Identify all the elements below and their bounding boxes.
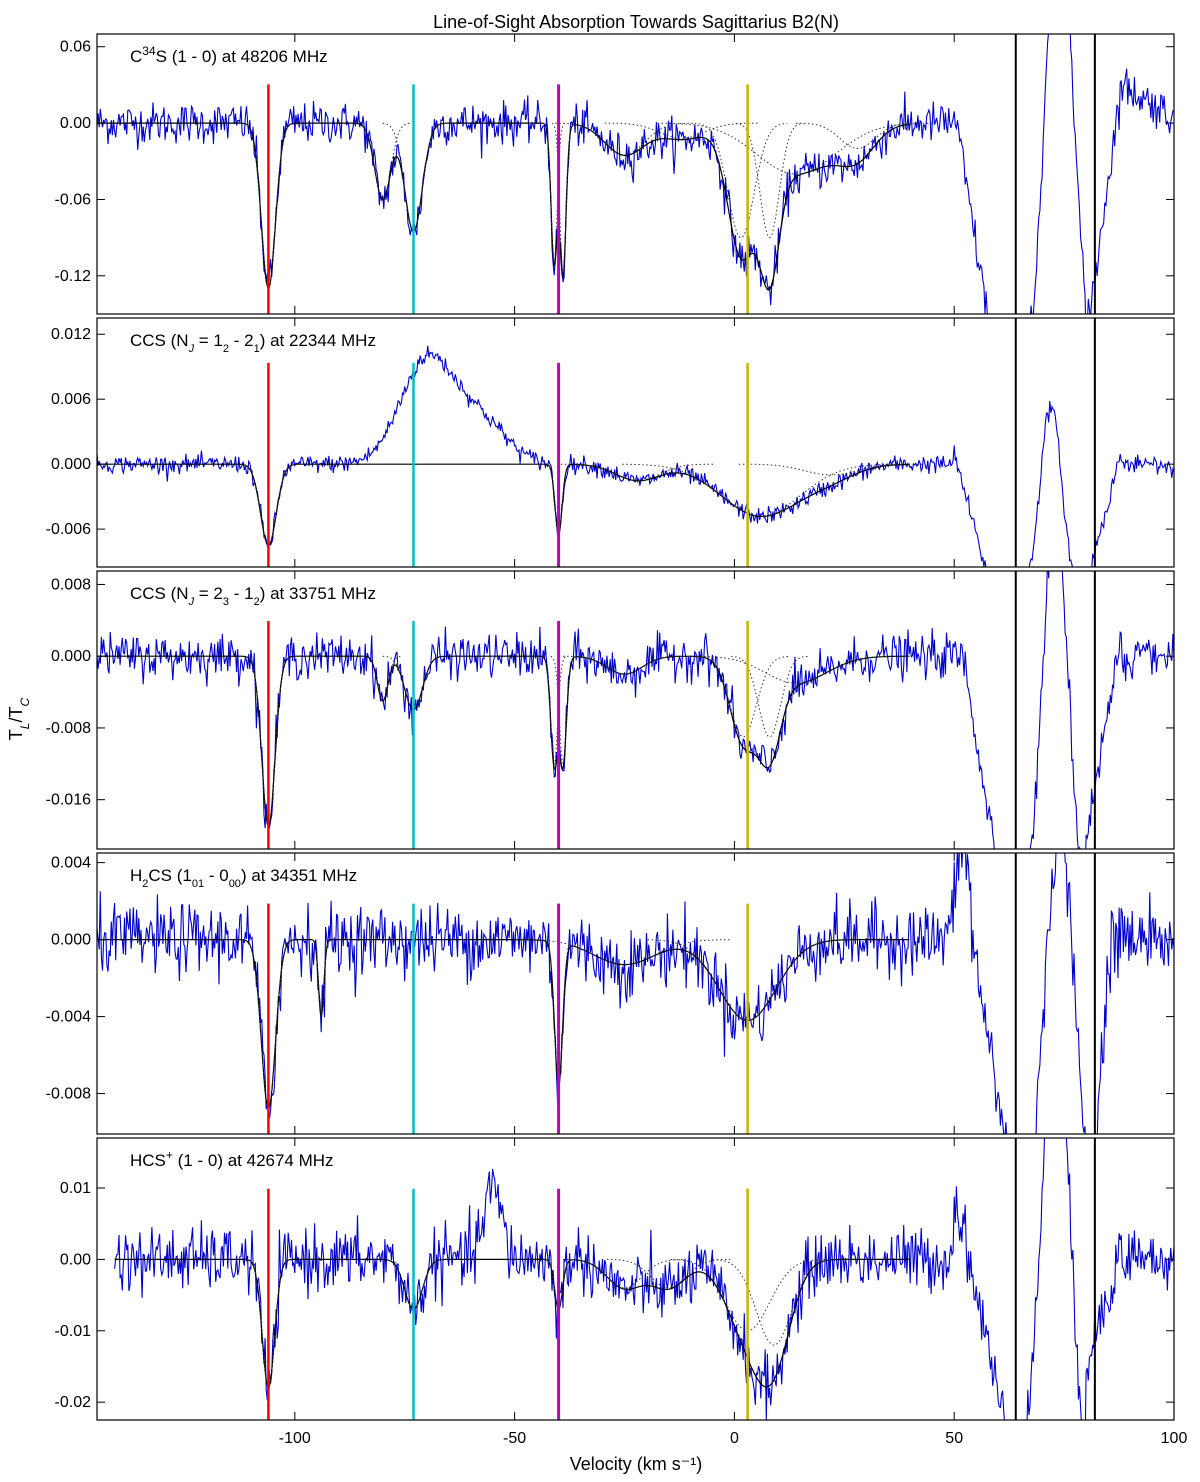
spectrum-line	[114, 1138, 1174, 1420]
component-3-curve	[382, 655, 444, 711]
model-fit-line	[97, 463, 910, 546]
y-tick-label: -0.004	[46, 1009, 91, 1026]
panel-label: CCS (NJ = 12 - 21) at 22344 MHz	[130, 331, 376, 355]
panel-label: H2CS (101 - 000) at 34351 MHz	[130, 866, 357, 890]
y-tick-label: 0.000	[51, 932, 91, 949]
spectrum-line	[97, 571, 1174, 849]
panel-frame	[96, 33, 1175, 315]
component-7-curve	[604, 122, 759, 139]
y-tick-label: 0.000	[51, 648, 91, 665]
component-6-curve	[563, 655, 686, 675]
x-tick-labels: -100 -50 0 50 100	[279, 1430, 1188, 1447]
x-tick-label: -50	[503, 1430, 526, 1447]
panel-frame	[96, 317, 1175, 568]
x-tick-label: 0	[730, 1430, 739, 1447]
y-tick-label: -0.12	[55, 268, 92, 285]
spectrum-line	[97, 345, 1174, 567]
component-3-curve	[560, 463, 714, 481]
component-5-curve	[738, 463, 923, 476]
y-tick-label: -0.01	[55, 1323, 92, 1340]
component-11-curve	[795, 122, 919, 149]
x-axis-title: Velocity (km s⁻¹)	[570, 1454, 703, 1474]
component-7-curve	[697, 655, 790, 738]
panel-4: 0.004 0.000 -0.004 -0.008 H2CS (101 - 000) a…	[46, 852, 1175, 1135]
component-9-curve	[688, 655, 903, 684]
model-fit-line	[97, 122, 910, 291]
y-tick-label: -0.008	[46, 1086, 91, 1103]
y-tick-label: 0.00	[60, 115, 91, 132]
y-tick-label: 0.000	[51, 456, 91, 473]
x-tick-label: 50	[945, 1430, 963, 1447]
panel-frame	[96, 570, 1175, 850]
component-1-curve	[245, 656, 292, 828]
y-tick-label: -0.06	[55, 191, 92, 208]
y-tick-label: 0.00	[60, 1251, 91, 1268]
panel-2: 0.012 0.006 0.000 -0.006 CCS (NJ = 12 - 21) …	[46, 317, 1175, 568]
component-2-curve	[546, 463, 571, 536]
component-7-curve	[712, 1259, 836, 1346]
y-tick-label: -0.016	[46, 792, 91, 809]
y-tick-label: 0.06	[60, 39, 91, 56]
y-tick-label: -0.02	[55, 1394, 92, 1411]
component-4-curve	[541, 655, 566, 766]
panel-label: CCS (NJ = 23 - 12) at 33751 MHz	[130, 584, 376, 608]
component-4-curve	[543, 122, 565, 263]
panel-1: 0.06 0.00 -0.06 -0.12 C34S (1 - 0) at 48206 …	[55, 33, 1175, 315]
panels: 0.06 0.00 -0.06 -0.12 C34S (1 - 0) at 48206 …	[46, 33, 1188, 1447]
component-5-curve	[606, 1258, 730, 1289]
model-fit-line	[97, 655, 910, 828]
component-2-curve	[355, 122, 410, 200]
component-5-curve	[550, 655, 575, 764]
x-tick-label: -100	[279, 1430, 311, 1447]
chart-title: Line-of-Sight Absorption Towards Sagitta…	[433, 12, 839, 32]
y-tick-label: 0.004	[51, 855, 91, 872]
component-10-curve	[657, 122, 934, 175]
panel-3: 0.008 0.000 -0.008 -0.016 CCS (NJ = 23 - 12)…	[46, 570, 1175, 850]
panel-label: C34S (1 - 0) at 48206 MHz	[130, 44, 328, 66]
panel-label: HCS+ (1 - 0) at 42674 MHz	[130, 1148, 334, 1170]
panel-frame	[96, 852, 1175, 1135]
component-4-curve	[563, 1258, 686, 1289]
panel-5: 0.01 0.00 -0.01 -0.02 HCS+ (1 - 0) at 42674 …	[55, 1137, 1175, 1421]
y-axis-title: TL/TC	[6, 697, 32, 740]
y-tick-label: 0.006	[51, 391, 91, 408]
component-2-curve	[311, 939, 330, 1016]
y-tick-label: -0.006	[46, 521, 91, 538]
panel-frame	[96, 1137, 1175, 1421]
x-tick-label: 100	[1161, 1430, 1188, 1447]
y-tick-label: 0.01	[60, 1180, 91, 1197]
y-tick-label: 0.008	[51, 576, 91, 593]
component-9-curve	[735, 122, 804, 238]
component-4-curve	[622, 463, 900, 517]
y-tick-label: -0.008	[46, 720, 91, 737]
y-tick-label: 0.012	[51, 326, 91, 343]
component-8-curve	[731, 655, 808, 738]
component-5-curve	[551, 122, 574, 276]
